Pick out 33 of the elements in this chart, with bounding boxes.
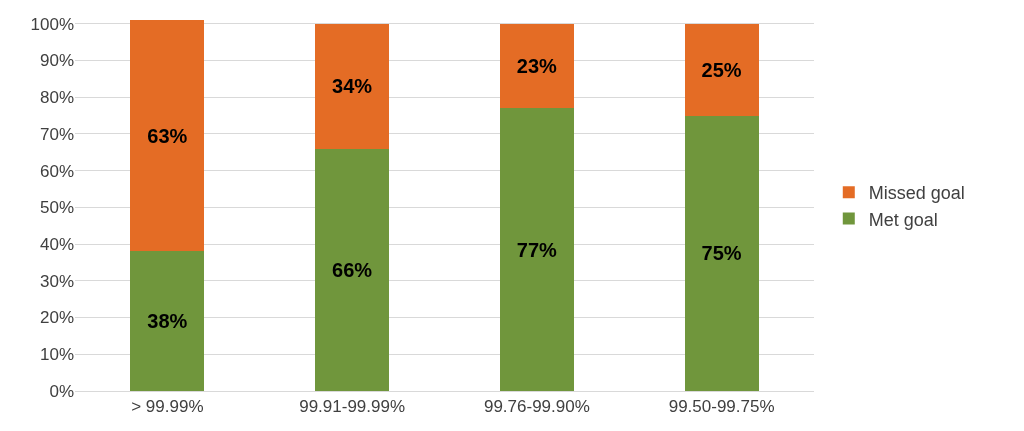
x-tick-label: > 99.99% <box>131 397 204 417</box>
bar <box>684 23 759 116</box>
x-tick-label: 99.76-99.90% <box>483 397 590 417</box>
data-label: 66% <box>332 258 373 281</box>
y-tick-label: 0% <box>49 381 74 401</box>
x-tick-label: 99.50-99.75% <box>668 397 775 417</box>
y-tick-label: 70% <box>39 124 74 144</box>
y-tick-label: 10% <box>39 345 74 365</box>
bar <box>315 23 390 149</box>
bar <box>499 108 574 391</box>
y-tick-label: 50% <box>39 198 74 218</box>
bar <box>130 20 205 252</box>
data-label: 75% <box>701 242 742 265</box>
data-label: 63% <box>147 124 188 147</box>
bar <box>130 251 205 391</box>
data-label: 23% <box>516 54 557 77</box>
data-label: 25% <box>701 58 742 81</box>
y-tick-label: 60% <box>39 161 74 181</box>
y-tick-label: 40% <box>39 235 74 255</box>
data-label: 77% <box>516 238 557 261</box>
y-tick-label: 20% <box>39 308 74 328</box>
data-label: 34% <box>332 75 373 98</box>
legend-label: Met goal <box>868 209 938 230</box>
y-tick-label: 30% <box>39 271 74 291</box>
bar <box>684 115 759 391</box>
y-tick-label: 100% <box>30 14 74 34</box>
bar <box>315 148 390 391</box>
bar <box>499 23 574 109</box>
data-label: 38% <box>147 310 188 333</box>
y-tick-label: 80% <box>39 88 74 108</box>
y-tick-label: 90% <box>39 51 74 71</box>
x-tick-label: 99.91-99.99% <box>299 397 406 417</box>
legend-label: Missed goal <box>868 183 965 204</box>
